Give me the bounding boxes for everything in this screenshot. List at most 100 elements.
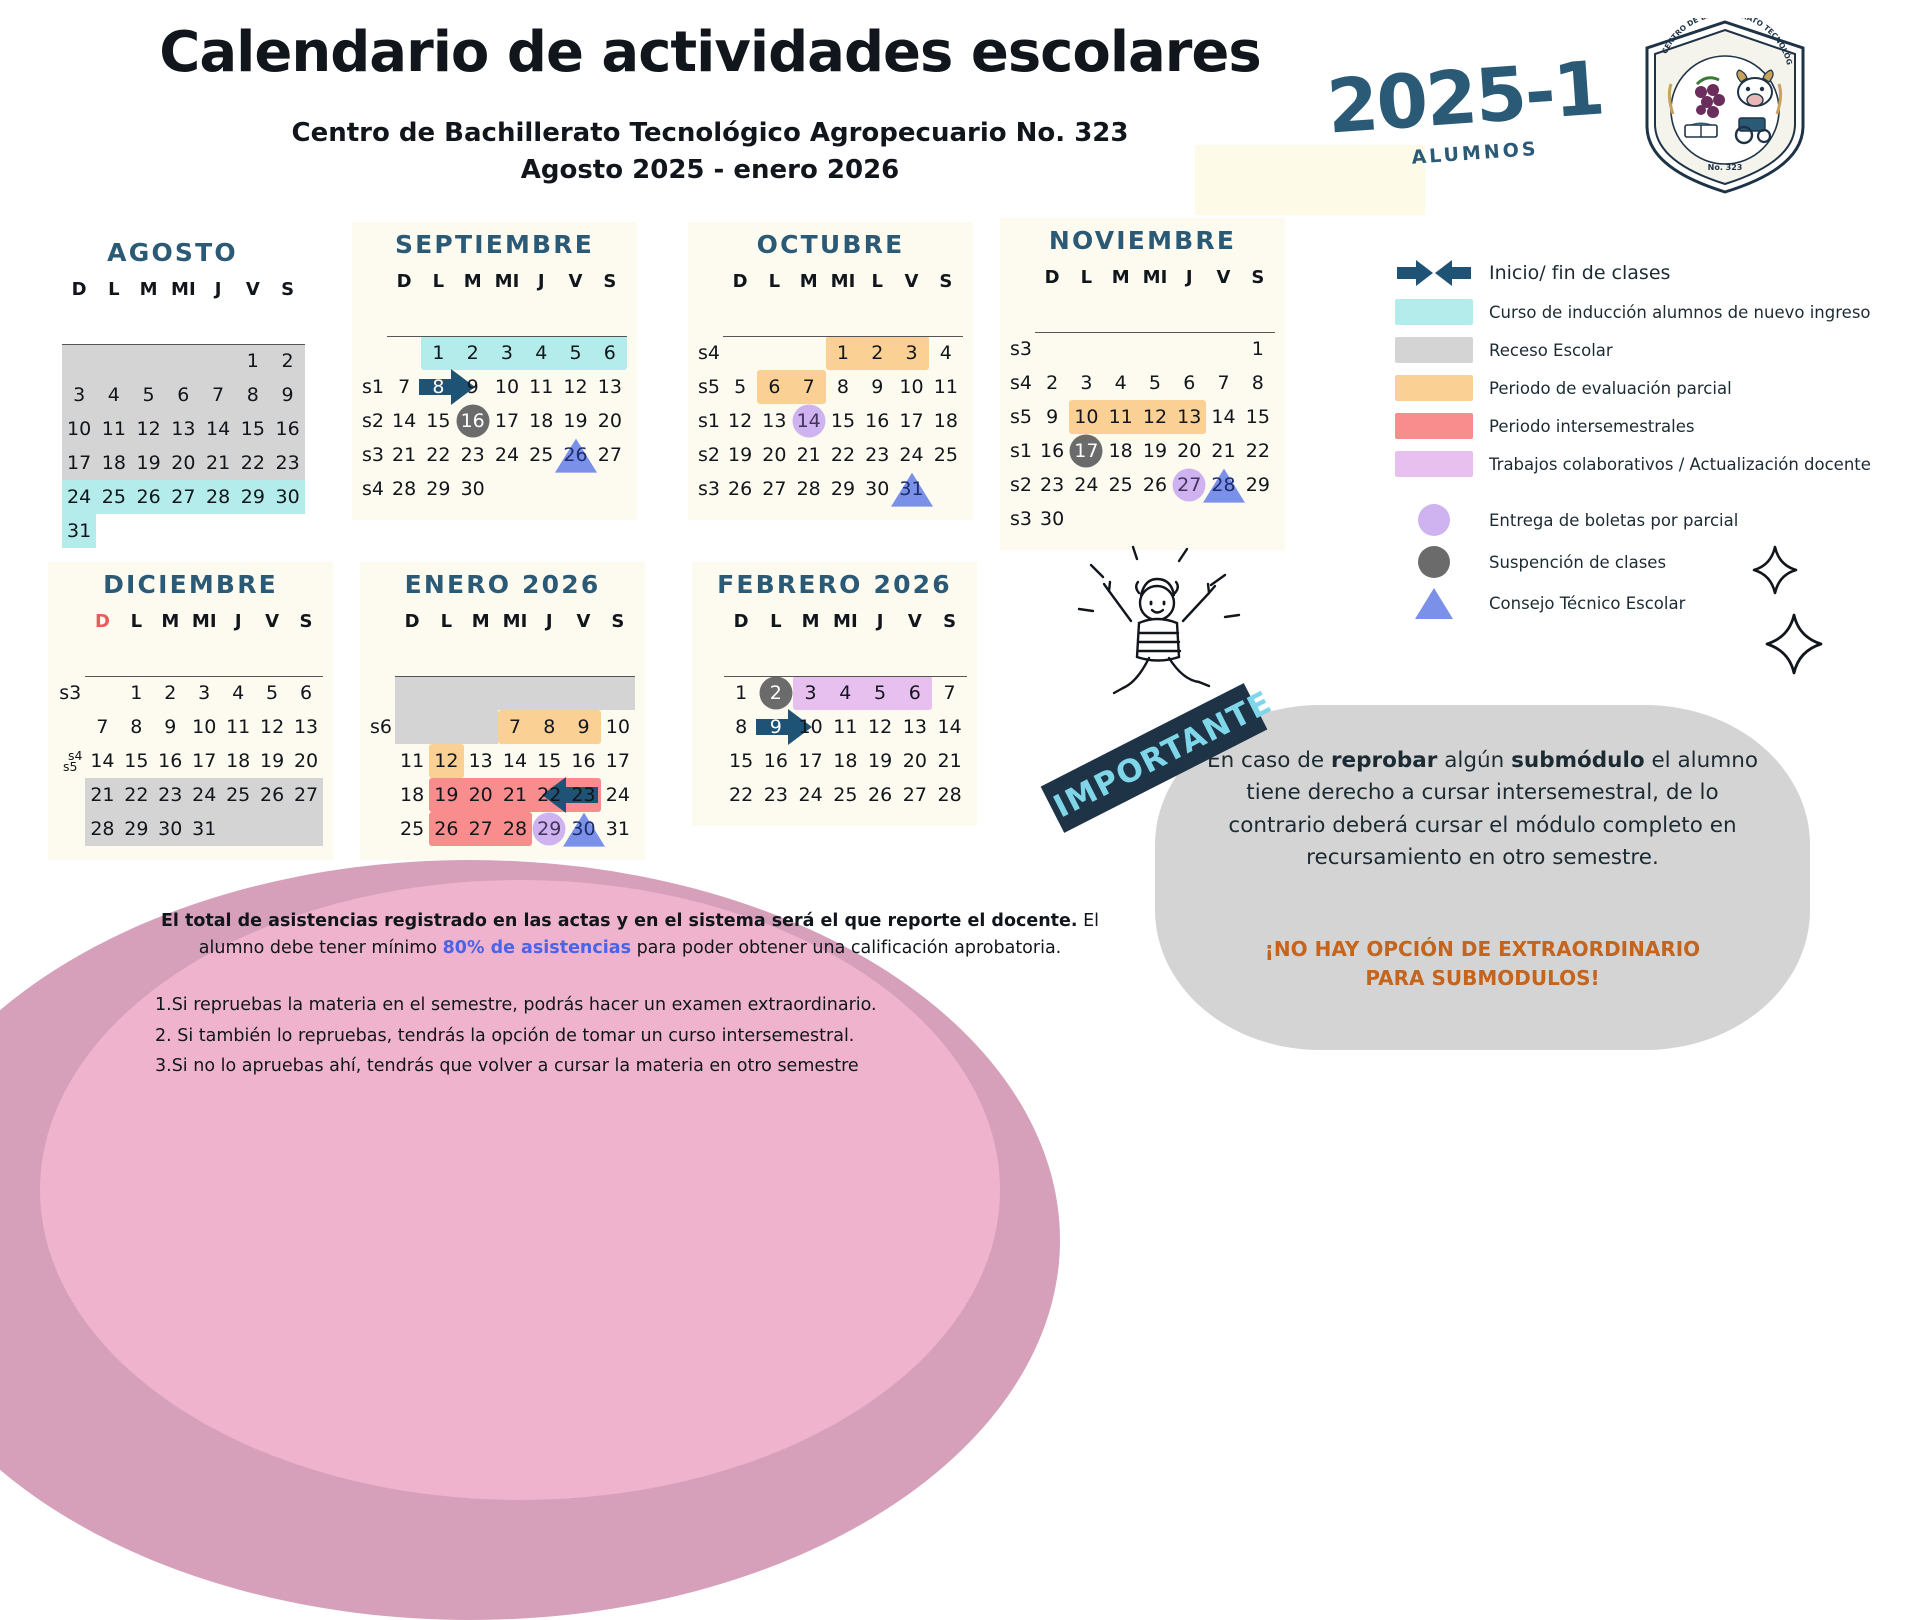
day-cell-18[interactable]: 18 (221, 744, 255, 778)
day-cell-10[interactable]: 10 (601, 710, 635, 744)
day-cell-12[interactable]: 12 (131, 412, 166, 446)
day-cell-25[interactable]: 25 (524, 438, 558, 472)
day-cell-16[interactable]: 16 (566, 744, 600, 778)
day-cell-17[interactable]: 17 (61, 446, 97, 480)
day-cell-6[interactable]: 6 (289, 676, 323, 710)
day-cell-21[interactable]: 21 (1206, 434, 1240, 468)
day-cell-14[interactable]: 14 (85, 744, 119, 778)
day-cell-7[interactable]: 7 (200, 378, 236, 412)
day-cell-21[interactable]: 21 (200, 446, 236, 480)
day-cell-7[interactable]: 7 (791, 370, 826, 404)
day-cell-1[interactable]: 1 (119, 676, 153, 710)
day-cell-7[interactable]: 7 (85, 710, 119, 744)
day-cell-24[interactable]: 24 (1069, 468, 1103, 502)
day-cell-6[interactable]: 6 (897, 676, 933, 710)
day-cell-19[interactable]: 19 (255, 744, 289, 778)
day-cell-4[interactable]: 4 (929, 336, 963, 370)
day-cell-25[interactable]: 25 (828, 778, 863, 812)
day-cell-11[interactable]: 11 (828, 710, 863, 744)
day-cell-11[interactable]: 11 (524, 370, 558, 404)
day-cell-24[interactable]: 24 (61, 480, 97, 514)
day-cell-3[interactable]: 3 (793, 676, 828, 710)
day-cell-12[interactable]: 12 (558, 370, 592, 404)
day-cell-13[interactable]: 13 (1172, 400, 1207, 434)
day-cell-28[interactable]: 28 (1202, 468, 1245, 503)
day-cell-11[interactable]: 11 (1103, 400, 1138, 434)
day-cell-18[interactable]: 18 (524, 404, 558, 438)
day-cell-20[interactable]: 20 (463, 778, 498, 812)
day-cell-17[interactable]: 17 (601, 744, 635, 778)
day-cell-19[interactable]: 19 (429, 778, 464, 812)
day-cell-24[interactable]: 24 (601, 778, 635, 812)
day-cell-13[interactable]: 13 (593, 370, 627, 404)
day-cell-8[interactable]: 8 (724, 710, 759, 744)
day-cell-26[interactable]: 26 (723, 472, 757, 506)
day-cell-3[interactable]: 3 (187, 676, 221, 710)
day-cell-14[interactable]: 14 (1206, 400, 1240, 434)
day-cell-20[interactable]: 20 (593, 404, 627, 438)
day-cell-1[interactable]: 1 (825, 336, 861, 370)
day-cell-14[interactable]: 14 (200, 412, 236, 446)
day-cell-13[interactable]: 13 (897, 710, 932, 744)
day-cell-8[interactable]: 8 (235, 378, 271, 412)
day-cell-23[interactable]: 23 (456, 438, 490, 472)
day-cell-28[interactable]: 28 (85, 812, 120, 846)
day-cell-13[interactable]: 13 (289, 710, 323, 744)
day-cell-21[interactable]: 21 (387, 438, 421, 472)
day-cell-2[interactable]: 2 (270, 344, 305, 378)
day-cell-13[interactable]: 13 (464, 744, 498, 778)
day-cell-20[interactable]: 20 (289, 744, 323, 778)
day-cell-28[interactable]: 28 (497, 812, 533, 846)
day-cell-8[interactable]: 8 (532, 710, 567, 744)
day-cell-27[interactable]: 27 (757, 472, 791, 506)
day-cell-28[interactable]: 28 (932, 778, 967, 812)
day-cell-24[interactable]: 24 (793, 778, 828, 812)
day-cell-8[interactable]: 8 (826, 370, 860, 404)
day-cell-22[interactable]: 22 (421, 438, 455, 472)
day-cell-26[interactable]: 26 (429, 812, 464, 846)
day-cell-9[interactable]: 9 (153, 710, 187, 744)
day-cell-31[interactable]: 31 (601, 812, 635, 846)
day-cell-28[interactable]: 28 (200, 480, 236, 514)
day-cell-12[interactable]: 12 (863, 710, 898, 744)
day-cell-30[interactable]: 30 (153, 812, 188, 846)
day-cell-10[interactable]: 10 (490, 370, 524, 404)
day-cell-25[interactable]: 25 (395, 812, 429, 846)
day-cell-16[interactable]: 16 (456, 404, 490, 438)
day-cell-29[interactable]: 29 (532, 812, 566, 846)
day-cell-5[interactable]: 5 (131, 378, 166, 412)
day-cell-15[interactable]: 15 (724, 744, 759, 778)
day-cell-7[interactable]: 7 (1206, 366, 1240, 400)
day-cell-16[interactable]: 16 (860, 404, 894, 438)
day-cell-17[interactable]: 17 (490, 404, 524, 438)
day-cell-26[interactable]: 26 (131, 480, 166, 514)
day-cell-8[interactable]: 8 (119, 710, 153, 744)
day-cell-9[interactable]: 9 (860, 370, 894, 404)
day-cell-24[interactable]: 24 (894, 438, 928, 472)
day-cell-15[interactable]: 15 (532, 744, 566, 778)
day-cell-12[interactable]: 12 (255, 710, 289, 744)
day-cell-14[interactable]: 14 (498, 744, 532, 778)
day-cell-26[interactable]: 26 (863, 778, 898, 812)
day-cell-27[interactable]: 27 (289, 778, 323, 812)
day-cell-2[interactable]: 2 (1035, 366, 1069, 400)
day-cell-27[interactable]: 27 (593, 438, 627, 472)
day-cell-10[interactable]: 10 (1069, 400, 1104, 434)
day-cell-2[interactable]: 2 (758, 676, 793, 710)
day-cell-17[interactable]: 17 (793, 744, 828, 778)
day-cell-27[interactable]: 27 (165, 480, 201, 514)
day-cell-5[interactable]: 5 (558, 336, 593, 370)
day-cell-22[interactable]: 22 (1241, 434, 1275, 468)
day-cell-25[interactable]: 25 (1104, 468, 1138, 502)
day-cell-24[interactable]: 24 (187, 778, 222, 812)
day-cell-27[interactable]: 27 (897, 778, 932, 812)
day-cell-20[interactable]: 20 (897, 744, 932, 778)
day-cell-27[interactable]: 27 (463, 812, 498, 846)
day-cell-17[interactable]: 17 (187, 744, 221, 778)
day-cell-18[interactable]: 18 (828, 744, 863, 778)
day-cell-29[interactable]: 29 (1241, 468, 1275, 502)
day-cell-23[interactable]: 23 (542, 777, 601, 813)
day-cell-11[interactable]: 11 (96, 412, 132, 446)
day-cell-7[interactable]: 7 (497, 710, 533, 744)
day-cell-23[interactable]: 23 (860, 438, 894, 472)
